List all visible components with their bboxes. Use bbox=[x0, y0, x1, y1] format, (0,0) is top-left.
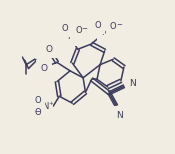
Text: −: − bbox=[34, 109, 40, 115]
Text: O: O bbox=[34, 108, 41, 117]
Text: +: + bbox=[73, 31, 78, 36]
Text: O: O bbox=[110, 22, 117, 31]
Text: N: N bbox=[42, 102, 49, 111]
Text: O: O bbox=[75, 26, 82, 34]
Text: N: N bbox=[67, 32, 73, 41]
Text: N: N bbox=[116, 111, 123, 120]
Text: N: N bbox=[102, 28, 108, 37]
Text: O: O bbox=[94, 21, 101, 30]
Text: −: − bbox=[116, 22, 122, 28]
Text: O: O bbox=[46, 45, 53, 54]
Text: +: + bbox=[48, 101, 53, 106]
Text: O: O bbox=[40, 64, 47, 73]
Text: −: − bbox=[82, 26, 88, 32]
Text: O: O bbox=[34, 96, 41, 105]
Text: O: O bbox=[61, 24, 68, 33]
Text: +: + bbox=[108, 27, 113, 32]
Text: N: N bbox=[129, 79, 136, 88]
